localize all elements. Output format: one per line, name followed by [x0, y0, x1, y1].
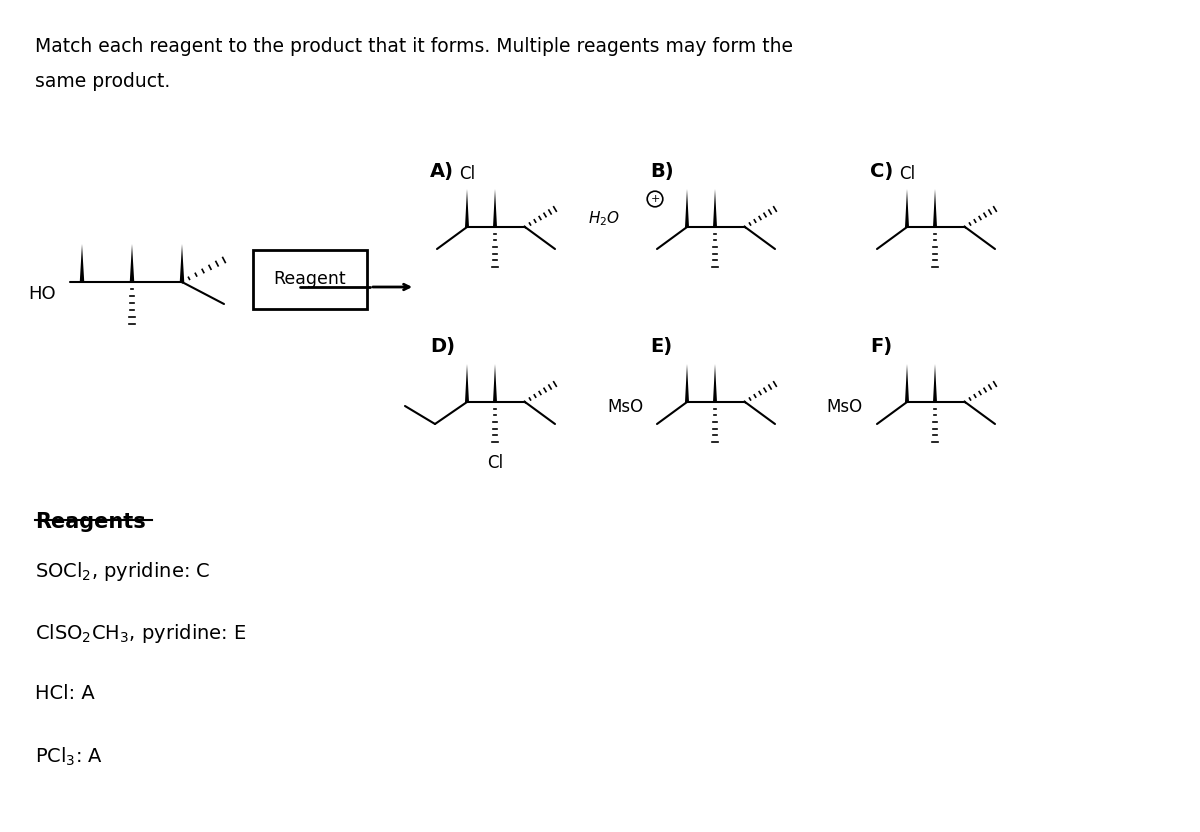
- FancyBboxPatch shape: [253, 250, 367, 309]
- Text: Reagent: Reagent: [274, 270, 347, 289]
- Polygon shape: [493, 189, 497, 227]
- Text: SOCl$_2$, pyridine: C: SOCl$_2$, pyridine: C: [35, 560, 210, 583]
- Polygon shape: [905, 364, 910, 402]
- Polygon shape: [685, 189, 689, 227]
- Text: B): B): [650, 162, 673, 181]
- Polygon shape: [685, 364, 689, 402]
- Polygon shape: [905, 189, 910, 227]
- Text: F): F): [870, 337, 892, 356]
- Text: Cl: Cl: [899, 165, 916, 183]
- Text: C): C): [870, 162, 893, 181]
- Text: +: +: [650, 194, 660, 204]
- Text: MsO: MsO: [827, 398, 863, 416]
- Text: HCl: A: HCl: A: [35, 684, 95, 703]
- Polygon shape: [934, 364, 937, 402]
- Polygon shape: [130, 244, 134, 282]
- Text: ClSO$_2$CH$_3$, pyridine: E: ClSO$_2$CH$_3$, pyridine: E: [35, 622, 247, 645]
- Polygon shape: [79, 244, 84, 282]
- Text: Cl: Cl: [487, 454, 503, 472]
- Polygon shape: [713, 364, 718, 402]
- Polygon shape: [713, 189, 718, 227]
- Polygon shape: [466, 189, 469, 227]
- Polygon shape: [180, 244, 185, 282]
- Polygon shape: [934, 189, 937, 227]
- Text: E): E): [650, 337, 672, 356]
- Text: A): A): [430, 162, 454, 181]
- Text: PCl$_3$: A: PCl$_3$: A: [35, 746, 103, 768]
- Polygon shape: [466, 364, 469, 402]
- Text: D): D): [430, 337, 455, 356]
- Text: MsO: MsO: [607, 398, 643, 416]
- Text: HO: HO: [28, 285, 55, 303]
- Polygon shape: [493, 364, 497, 402]
- Text: Match each reagent to the product that it forms. Multiple reagents may form the: Match each reagent to the product that i…: [35, 37, 793, 56]
- Text: Cl: Cl: [458, 165, 475, 183]
- Text: Reagents: Reagents: [35, 512, 145, 532]
- Text: $H_2O$: $H_2O$: [588, 210, 620, 228]
- Text: same product.: same product.: [35, 72, 170, 91]
